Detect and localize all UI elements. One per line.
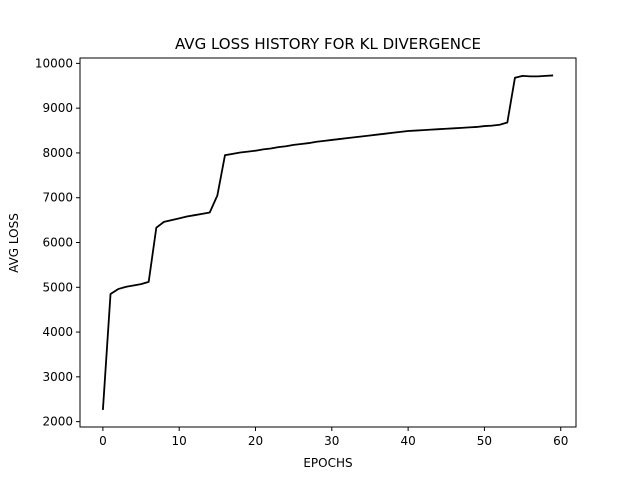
y-tick-label: 9000 [42,101,73,115]
x-tick-label: 20 [248,434,263,448]
x-axis: 0 10 20 30 40 50 60 [99,427,568,448]
x-tick-label: 60 [553,434,568,448]
x-tick-label: 40 [400,434,415,448]
x-axis-label: EPOCHS [303,456,352,470]
x-tick-label: 50 [477,434,492,448]
y-tick-label: 7000 [42,191,73,205]
x-tick-label: 0 [99,434,107,448]
chart-title: AVG LOSS HISTORY FOR KL DIVERGENCE [175,35,481,53]
y-tick-label: 6000 [42,236,73,250]
plot-area [101,74,554,411]
y-tick-label: 8000 [42,146,73,160]
x-tick-label: 10 [172,434,187,448]
y-tick-label: 3000 [42,370,73,384]
y-axis: 2000 3000 4000 5000 6000 7000 8000 9000 10000 [35,56,80,429]
y-tick-label: 2000 [42,415,73,429]
y-tick-label: 4000 [42,325,73,339]
x-tick-label: 30 [324,434,339,448]
series-line [101,74,554,411]
y-tick-label: 10000 [35,56,73,70]
y-axis-label: AVG LOSS [7,213,21,273]
y-tick-label: 5000 [42,280,73,294]
